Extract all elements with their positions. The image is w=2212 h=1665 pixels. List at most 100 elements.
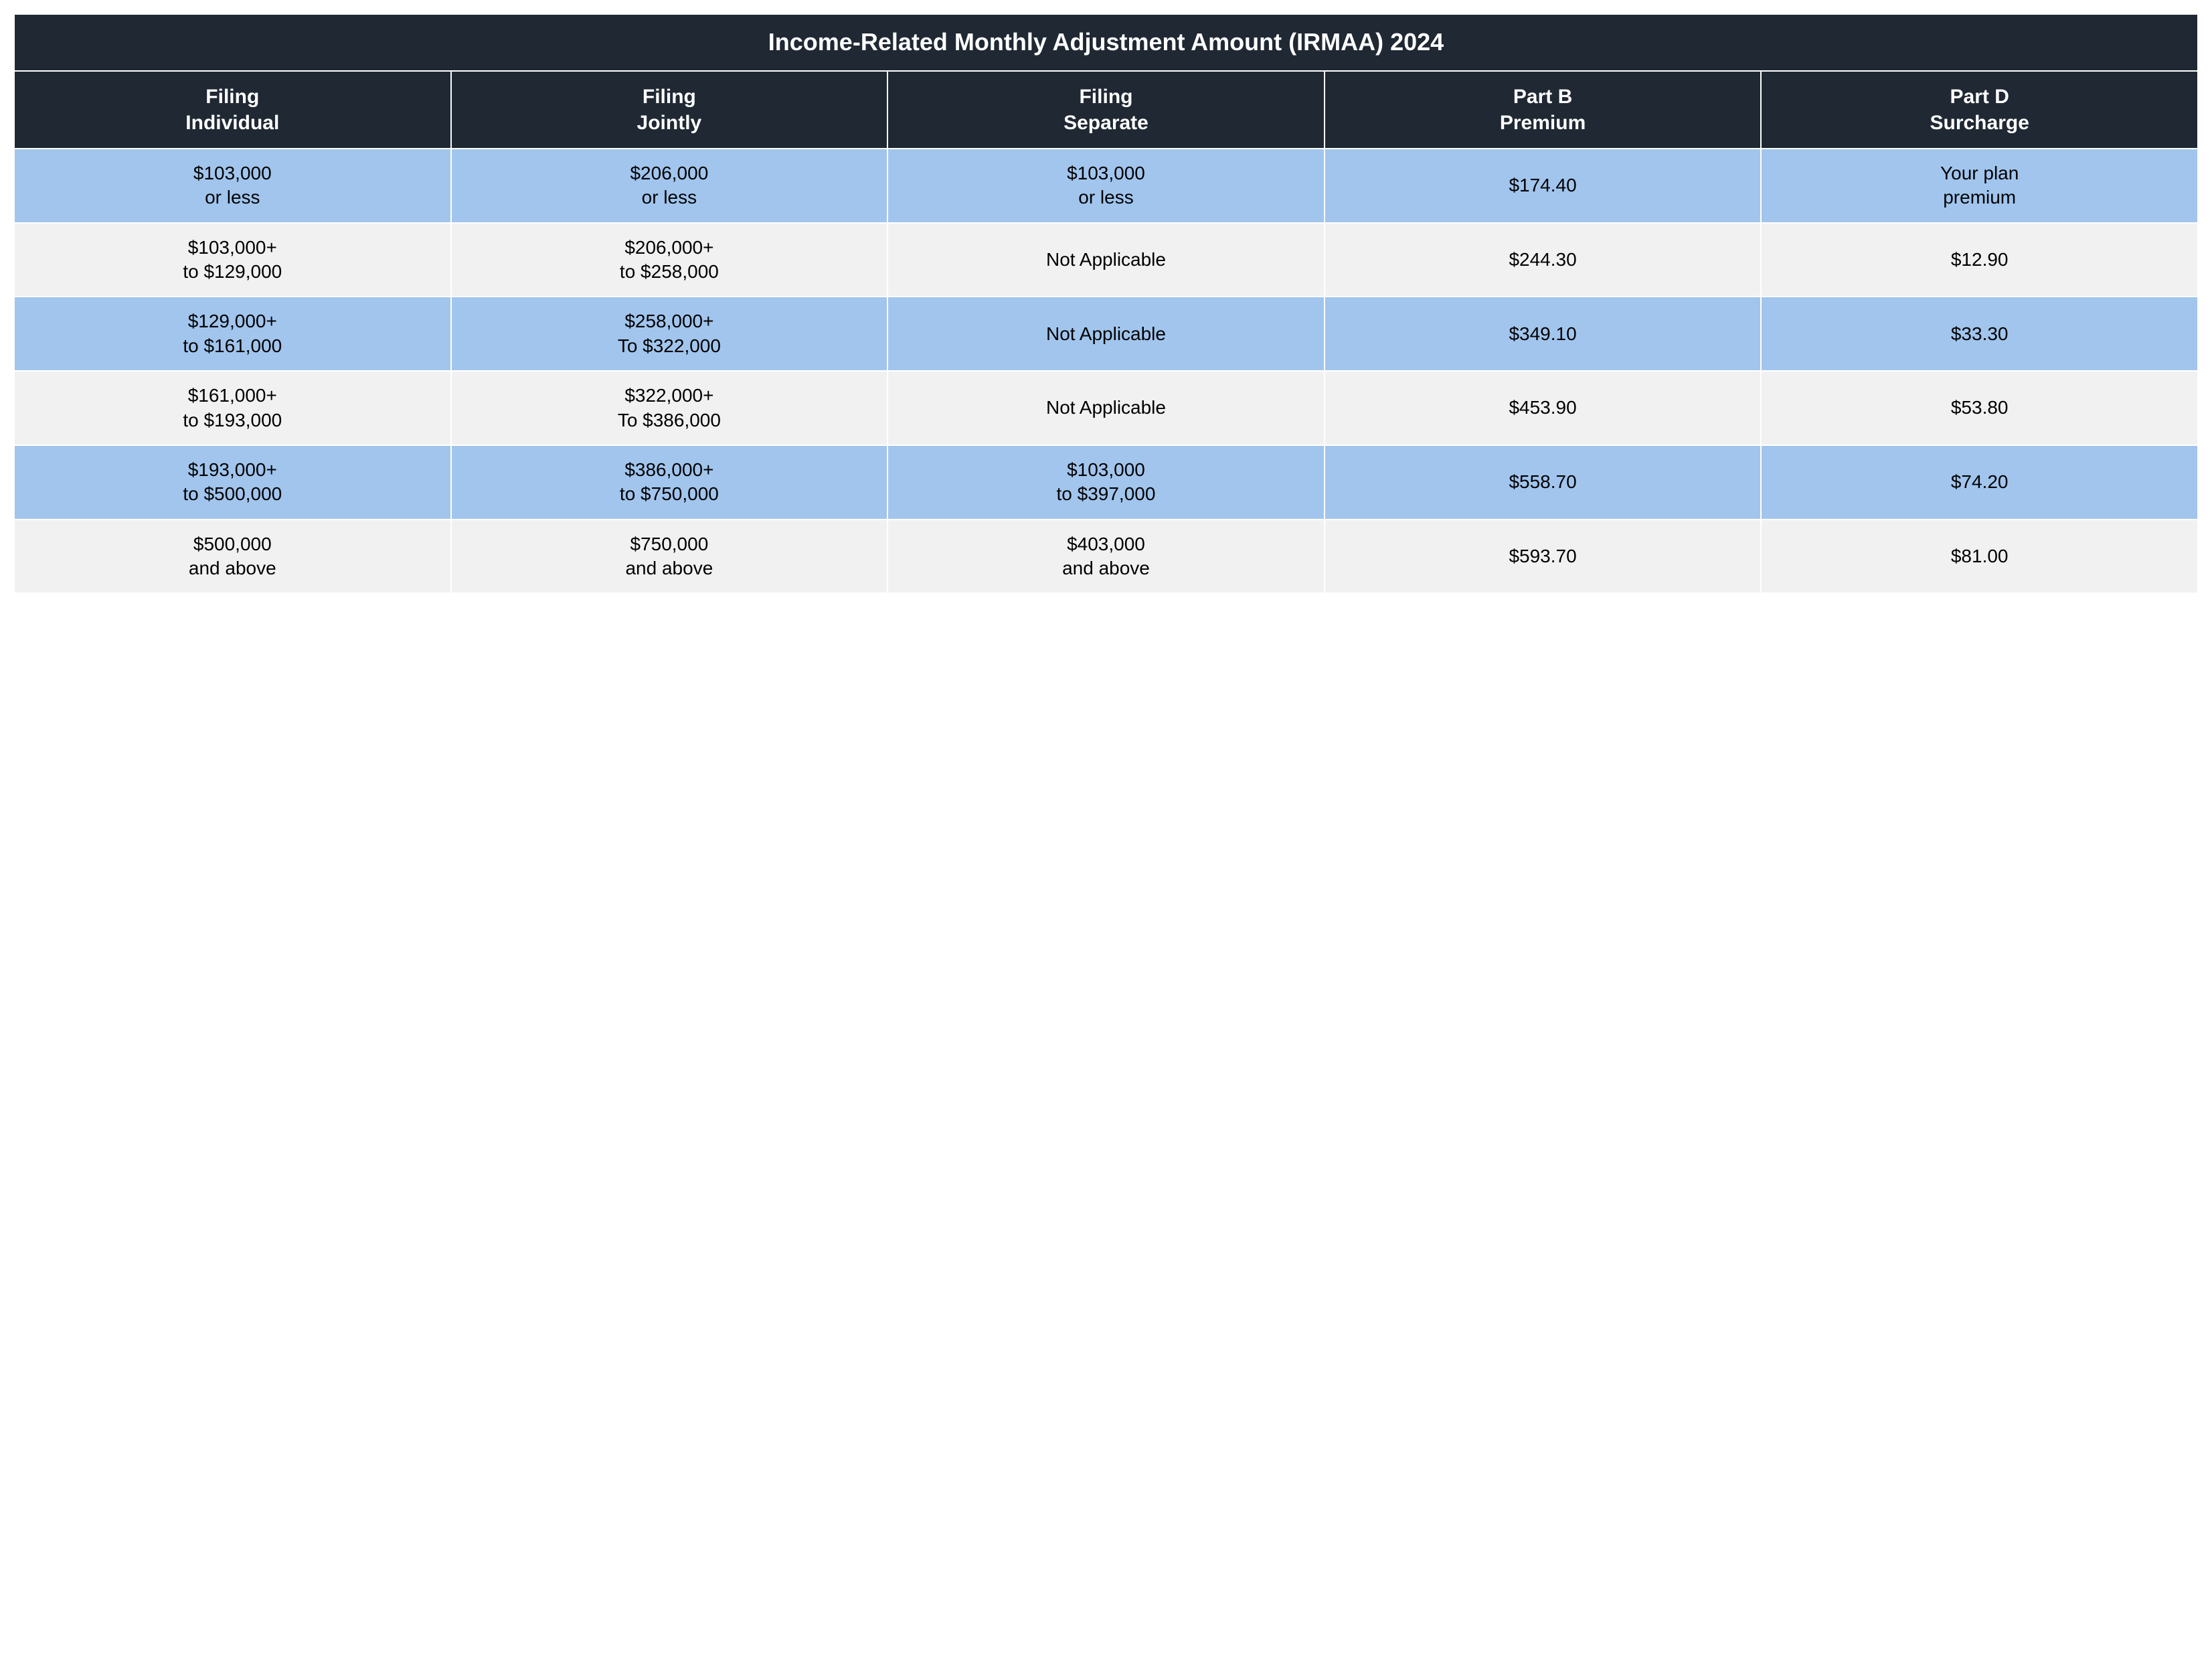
table-cell: $750,000and above	[451, 520, 888, 594]
table-cell: $403,000and above	[887, 520, 1325, 594]
cell-line: $12.90	[1768, 248, 2191, 272]
table-cell: $193,000+to $500,000	[14, 445, 451, 520]
table-cell: $322,000+To $386,000	[451, 371, 888, 445]
table-cell: $103,000or less	[887, 149, 1325, 223]
cell-line: and above	[21, 556, 444, 580]
col-header-part-b: Part B Premium	[1325, 71, 1762, 149]
cell-line: $103,000	[21, 161, 444, 185]
cell-line: and above	[895, 556, 1317, 580]
table-cell: $161,000+to $193,000	[14, 371, 451, 445]
cell-line: $206,000	[458, 161, 881, 185]
table-cell: $453.90	[1325, 371, 1762, 445]
table-cell: $206,000+to $258,000	[451, 223, 888, 297]
cell-line: $403,000	[895, 532, 1317, 556]
header-line: Filing	[21, 84, 444, 110]
header-line: Part B	[1332, 84, 1754, 110]
cell-line: $558.70	[1332, 470, 1754, 494]
cell-line: or less	[458, 185, 881, 210]
cell-line: or less	[895, 185, 1317, 210]
cell-line: $103,000	[895, 458, 1317, 482]
table-cell: $593.70	[1325, 520, 1762, 594]
table-row: $161,000+to $193,000$322,000+To $386,000…	[14, 371, 2198, 445]
cell-line: $244.30	[1332, 248, 1754, 272]
cell-line: to $129,000	[21, 260, 444, 284]
cell-line: $750,000	[458, 532, 881, 556]
cell-line: to $750,000	[458, 482, 881, 506]
cell-line: and above	[458, 556, 881, 580]
table-cell: $174.40	[1325, 149, 1762, 223]
table-cell: $386,000+to $750,000	[451, 445, 888, 520]
table-cell: $81.00	[1761, 520, 2198, 594]
cell-line: $500,000	[21, 532, 444, 556]
table-header-row: Filing Individual Filing Jointly Filing …	[14, 71, 2198, 149]
table-body: $103,000or less$206,000or less$103,000or…	[14, 149, 2198, 594]
cell-line: $174.40	[1332, 173, 1754, 197]
header-line: Jointly	[458, 110, 881, 136]
table-cell: $12.90	[1761, 223, 2198, 297]
cell-line: $193,000+	[21, 458, 444, 482]
cell-line: $386,000+	[458, 458, 881, 482]
cell-line: to $161,000	[21, 334, 444, 358]
cell-line: $322,000+	[458, 384, 881, 408]
table-cell: $500,000and above	[14, 520, 451, 594]
table-cell: $558.70	[1325, 445, 1762, 520]
cell-line: Not Applicable	[895, 322, 1317, 346]
table-title: Income-Related Monthly Adjustment Amount…	[14, 14, 2198, 71]
table-cell: Your planpremium	[1761, 149, 2198, 223]
cell-line: $161,000+	[21, 384, 444, 408]
cell-line: $206,000+	[458, 236, 881, 260]
cell-line: $74.20	[1768, 470, 2191, 494]
header-line: Premium	[1332, 110, 1754, 136]
cell-line: premium	[1768, 185, 2191, 210]
header-line: Filing	[458, 84, 881, 110]
header-line: Separate	[895, 110, 1317, 136]
cell-line: $258,000+	[458, 309, 881, 333]
cell-line: $103,000+	[21, 236, 444, 260]
cell-line: $453.90	[1332, 396, 1754, 420]
header-line: Filing	[895, 84, 1317, 110]
table-cell: Not Applicable	[887, 223, 1325, 297]
table-row: $500,000and above$750,000and above$403,0…	[14, 520, 2198, 594]
table-row: $103,000or less$206,000or less$103,000or…	[14, 149, 2198, 223]
cell-line: or less	[21, 185, 444, 210]
table-cell: $349.10	[1325, 297, 1762, 371]
col-header-jointly: Filing Jointly	[451, 71, 888, 149]
table-cell: $103,000+to $129,000	[14, 223, 451, 297]
table-cell: $103,000to $397,000	[887, 445, 1325, 520]
table-cell: $258,000+To $322,000	[451, 297, 888, 371]
header-line: Individual	[21, 110, 444, 136]
table-cell: Not Applicable	[887, 371, 1325, 445]
table-cell: $74.20	[1761, 445, 2198, 520]
header-line: Surcharge	[1768, 110, 2191, 136]
cell-line: $53.80	[1768, 396, 2191, 420]
cell-line: $349.10	[1332, 322, 1754, 346]
cell-line: To $386,000	[458, 408, 881, 432]
cell-line: $81.00	[1768, 544, 2191, 568]
cell-line: to $500,000	[21, 482, 444, 506]
cell-line: $103,000	[895, 161, 1317, 185]
table-cell: Not Applicable	[887, 297, 1325, 371]
cell-line: Not Applicable	[895, 248, 1317, 272]
table-cell: $53.80	[1761, 371, 2198, 445]
table-cell: $244.30	[1325, 223, 1762, 297]
table-row: $193,000+to $500,000$386,000+to $750,000…	[14, 445, 2198, 520]
table-cell: $103,000or less	[14, 149, 451, 223]
cell-line: To $322,000	[458, 334, 881, 358]
cell-line: $593.70	[1332, 544, 1754, 568]
irmaa-table: Income-Related Monthly Adjustment Amount…	[13, 13, 2199, 594]
col-header-separate: Filing Separate	[887, 71, 1325, 149]
table-title-row: Income-Related Monthly Adjustment Amount…	[14, 14, 2198, 71]
cell-line: $33.30	[1768, 322, 2191, 346]
cell-line: Not Applicable	[895, 396, 1317, 420]
cell-line: to $258,000	[458, 260, 881, 284]
col-header-part-d: Part D Surcharge	[1761, 71, 2198, 149]
col-header-individual: Filing Individual	[14, 71, 451, 149]
table-cell: $206,000or less	[451, 149, 888, 223]
cell-line: to $193,000	[21, 408, 444, 432]
cell-line: $129,000+	[21, 309, 444, 333]
table-cell: $33.30	[1761, 297, 2198, 371]
header-line: Part D	[1768, 84, 2191, 110]
table-row: $129,000+to $161,000 $258,000+To $322,000…	[14, 297, 2198, 371]
table-row: $103,000+to $129,000$206,000+to $258,000…	[14, 223, 2198, 297]
cell-line: Your plan	[1768, 161, 2191, 185]
